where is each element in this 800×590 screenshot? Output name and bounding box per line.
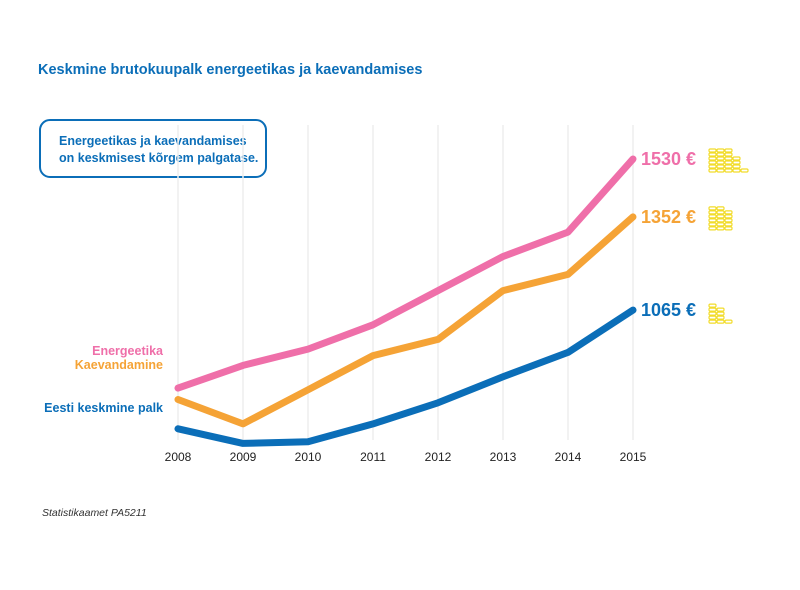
annotation-line-2: on keskmisest kõrgem palgatase. [59,151,259,165]
end-label-2: 1065 € [641,300,696,320]
annotation-line-1: Energeetikas ja kaevandamises [59,134,247,148]
x-tick-2013: 2013 [490,450,517,464]
coins-large-icon [708,148,749,173]
end-label-0: 1530 € [641,149,696,169]
series-line-2 [174,306,637,447]
x-tick-2012: 2012 [425,450,452,464]
x-tick-2008: 2008 [165,450,192,464]
series-label-2: Eesti keskmine palk [44,401,163,415]
x-tick-2014: 2014 [555,450,582,464]
series-label-1: Kaevandamine [75,358,163,372]
x-tick-2015: 2015 [620,450,647,464]
x-tick-2010: 2010 [295,450,322,464]
x-tick-2011: 2011 [360,450,386,464]
end-label-1: 1352 € [641,207,696,227]
series-lines [174,155,637,447]
coins-small-icon [708,303,733,324]
x-tick-2009: 2009 [230,450,257,464]
x-axis-ticks: 2008 2009 2010 2011 2012 2013 2014 2015 [165,450,647,464]
coin-icons [708,148,749,324]
coins-medium-icon [708,206,733,231]
source-note: Statistikaamet PA5211 [42,507,147,519]
annotation-box: Energeetikas ja kaevandamises on keskmis… [39,119,267,178]
series-label-0: Energeetika [92,344,164,358]
series-line-0 [174,155,637,392]
chart-title: Keskmine brutokuupalk energeetikas ja ka… [38,62,423,78]
end-value-labels: 1530 € 1352 € 1065 € [641,149,696,320]
series-line-1 [174,213,637,428]
gridlines [177,125,634,440]
